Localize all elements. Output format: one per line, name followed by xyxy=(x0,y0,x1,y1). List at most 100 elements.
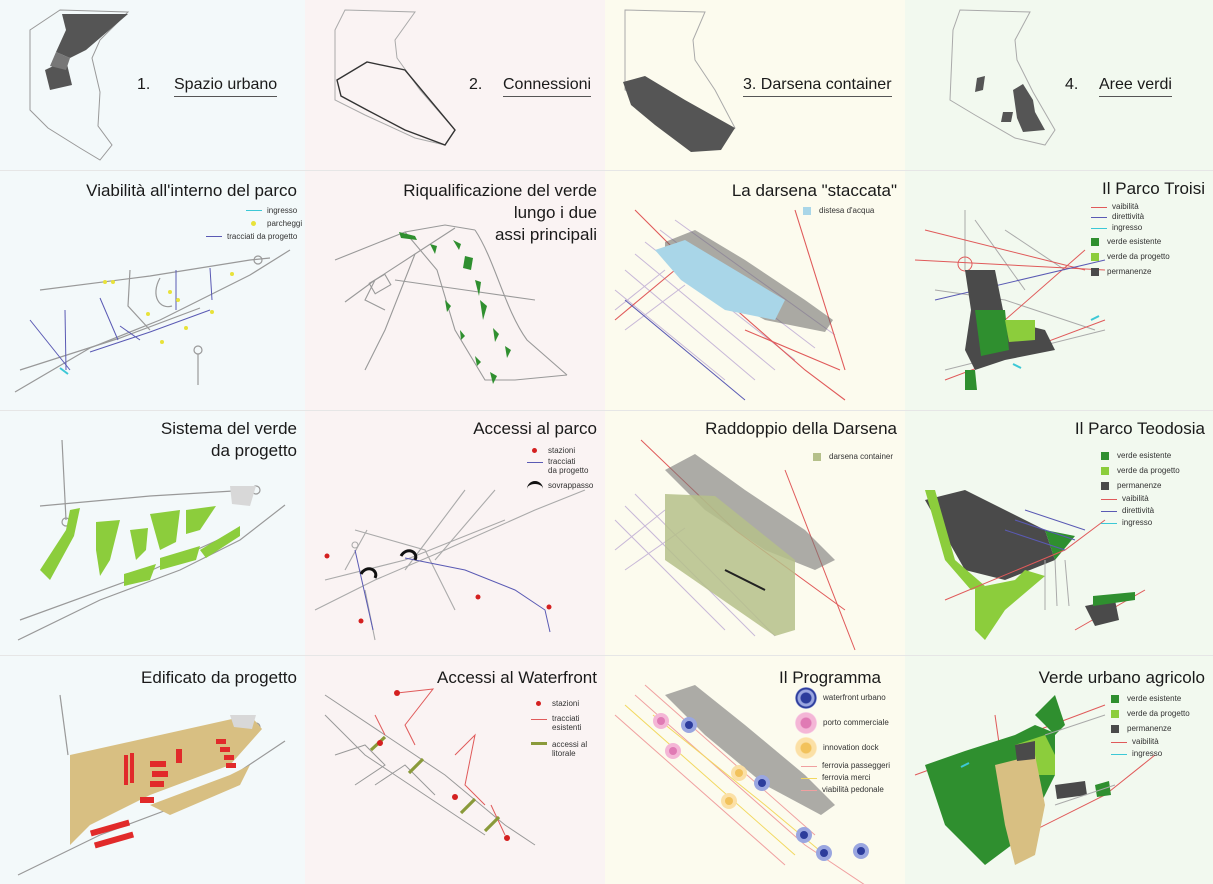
panel-raddoppio-darsena: Raddoppio della Darsena darsena containe… xyxy=(605,410,905,655)
legend-item-direttivita: direttività xyxy=(1101,505,1180,517)
accessi-litorale-icon xyxy=(531,742,547,747)
panel-title: Accessi al Waterfront xyxy=(437,668,597,687)
legend-item-tracciati: tracciati da progetto xyxy=(527,457,593,479)
panel-viabilita-parco: Viabilità all'interno del parco ingresso… xyxy=(0,170,305,410)
legend-item-stazioni: stazioni xyxy=(527,444,593,457)
map-verde-agricolo xyxy=(914,695,1156,865)
panel-accessi-waterfront: Accessi al Waterfront stazioni tracciati… xyxy=(305,655,605,884)
panel-parco-troisi: Il Parco Troisi vaibilità direttività in… xyxy=(905,170,1213,410)
map-viabilita xyxy=(14,249,291,393)
parcheggi-dot-icon xyxy=(246,219,262,228)
header-label: 3. Darsena container xyxy=(743,76,892,97)
legend-item-verde-progetto: verde da progetto xyxy=(1101,463,1180,478)
row-divider xyxy=(0,410,1213,411)
sovrappasso-icon xyxy=(527,481,543,490)
darsena-swatch xyxy=(813,452,821,461)
legend-item-ingresso: ingresso xyxy=(1101,517,1180,529)
header-number: 4. xyxy=(1065,76,1079,93)
panel-title: Raddoppio della Darsena xyxy=(705,419,897,438)
legend-item-parcheggi: parcheggi xyxy=(206,217,302,230)
panel-title: Accessi al parco xyxy=(473,419,597,438)
stazione-dot-icon xyxy=(527,446,543,455)
legend-item-permanenze: permanenze xyxy=(1111,721,1190,736)
legend-item-verde-esistente: verde esistente xyxy=(1111,691,1190,706)
key-map-4 xyxy=(949,9,1056,146)
map-riqualificazione xyxy=(334,224,568,384)
key-map-1 xyxy=(29,9,130,161)
porto-icon xyxy=(795,711,817,734)
tracciati-line-icon xyxy=(206,232,222,241)
map-programma xyxy=(614,684,869,884)
header-connessioni: 2. Connessioni xyxy=(305,0,605,170)
legend-item-innovation: innovation dock xyxy=(795,735,890,760)
row-divider xyxy=(0,655,1213,656)
legend-item-darsena-container: darsena container xyxy=(813,450,893,463)
map-accessi-parco xyxy=(314,489,586,641)
panel-title: Il Parco Troisi xyxy=(1102,179,1205,198)
legend: stazioni tracciati esistenti accessi al li… xyxy=(531,697,587,762)
legend-item-ingresso: ingresso xyxy=(206,204,302,217)
panel-programma: Il Programma waterfront urbano porto com… xyxy=(605,655,905,884)
panel-title: Riqualificazione del verde lungo i due a… xyxy=(403,181,597,244)
key-map-2 xyxy=(334,9,456,146)
panel-darsena-staccata: La darsena "staccata" distesa d'acqua xyxy=(605,170,905,410)
innovation-icon xyxy=(795,736,817,759)
legend: distesa d'acqua xyxy=(803,204,874,217)
legend-item-verde-esistente: verde esistente xyxy=(1101,448,1180,463)
legend-item-vaibilita: vaibilità xyxy=(1101,493,1180,505)
panel-edificato-progetto: Edificato da progetto xyxy=(0,655,305,884)
legend-item-ingresso: ingresso xyxy=(1111,748,1190,760)
column-aree-verdi xyxy=(905,0,1213,884)
panel-title: La darsena "staccata" xyxy=(731,181,897,200)
header-label: Spazio urbano xyxy=(174,76,278,97)
panel-title: Il Programma xyxy=(778,668,881,687)
legend-item-porto: porto commerciale xyxy=(795,710,890,735)
legend-item-distesa-acqua: distesa d'acqua xyxy=(803,204,874,217)
legend-item-direttivita: direttività xyxy=(1091,212,1170,222)
legend: waterfront urbano porto commerciale inno… xyxy=(795,685,890,796)
ingresso-arrow-icon xyxy=(246,206,262,215)
legend-item-ferrovia-passeggeri: ferrovia passeggeri xyxy=(795,760,890,772)
key-map-3 xyxy=(623,9,736,152)
legend: stazioni tracciati da progetto sovrappass… xyxy=(527,444,593,492)
legend-item-vaibilita: vaibilità xyxy=(1091,202,1170,212)
column-connessioni xyxy=(305,0,605,884)
legend-item-viabilita-pedonale: viabilità pedonale xyxy=(795,784,890,796)
panel-parco-teodosia: Il Parco Teodosia verde esistente verde … xyxy=(905,410,1213,655)
legend-item-ferrovia-merci: ferrovia merci xyxy=(795,772,890,784)
map-accessi-waterfront xyxy=(324,688,536,846)
panel-title: Viabilità all'interno del parco xyxy=(86,181,297,200)
legend-item-verde-progetto: verde da progetto xyxy=(1091,249,1170,264)
ingresso-arrow-icon xyxy=(1111,750,1127,759)
header-number: 1. xyxy=(137,76,151,93)
ingresso-arrow-icon xyxy=(1091,224,1107,233)
header-label: Aree verdi xyxy=(1099,76,1172,97)
legend-item-vaibilita: vaibilità xyxy=(1111,736,1190,748)
waterfront-icon xyxy=(795,686,817,709)
legend: darsena container xyxy=(813,450,893,463)
legend-item-tracciati: tracciati esistenti xyxy=(531,714,587,736)
legend-item-accessi: accessi al litorale xyxy=(531,740,587,762)
legend: vaibilità direttività ingresso verde esi… xyxy=(1091,202,1170,279)
map-parco-teodosia xyxy=(925,490,1146,640)
header-spazio-urbano: 1. Spazio urbano xyxy=(0,0,305,170)
map-parco-troisi xyxy=(914,210,1106,390)
legend-item-permanenze: permanenze xyxy=(1101,478,1180,493)
legend-item-tracciati: tracciati da progetto xyxy=(206,230,302,243)
header-aree-verdi: 4. Aree verdi xyxy=(905,0,1213,170)
legend-item-stazioni: stazioni xyxy=(531,697,587,710)
acqua-swatch xyxy=(803,206,811,215)
panel-title: Sistema del verde da progetto xyxy=(160,419,297,460)
legend: verde esistente verde da progetto perman… xyxy=(1111,691,1190,760)
map-raddoppio xyxy=(614,439,856,651)
panel-accessi-parco: Accessi al parco stazioni tracciati da pr… xyxy=(305,410,605,655)
panel-riqualificazione-verde: Riqualificazione del verde lungo i due a… xyxy=(305,170,605,410)
legend-item-verde-esistente: verde esistente xyxy=(1091,234,1170,249)
header-number: 2. xyxy=(469,76,483,93)
panel-title: Verde urbano agricolo xyxy=(1038,668,1205,687)
legend-item-sovrappasso: sovrappasso xyxy=(527,479,593,492)
panel-title: Edificato da progetto xyxy=(141,668,297,687)
map-darsena-staccata xyxy=(614,209,846,401)
header-label: Connessioni xyxy=(503,76,592,97)
